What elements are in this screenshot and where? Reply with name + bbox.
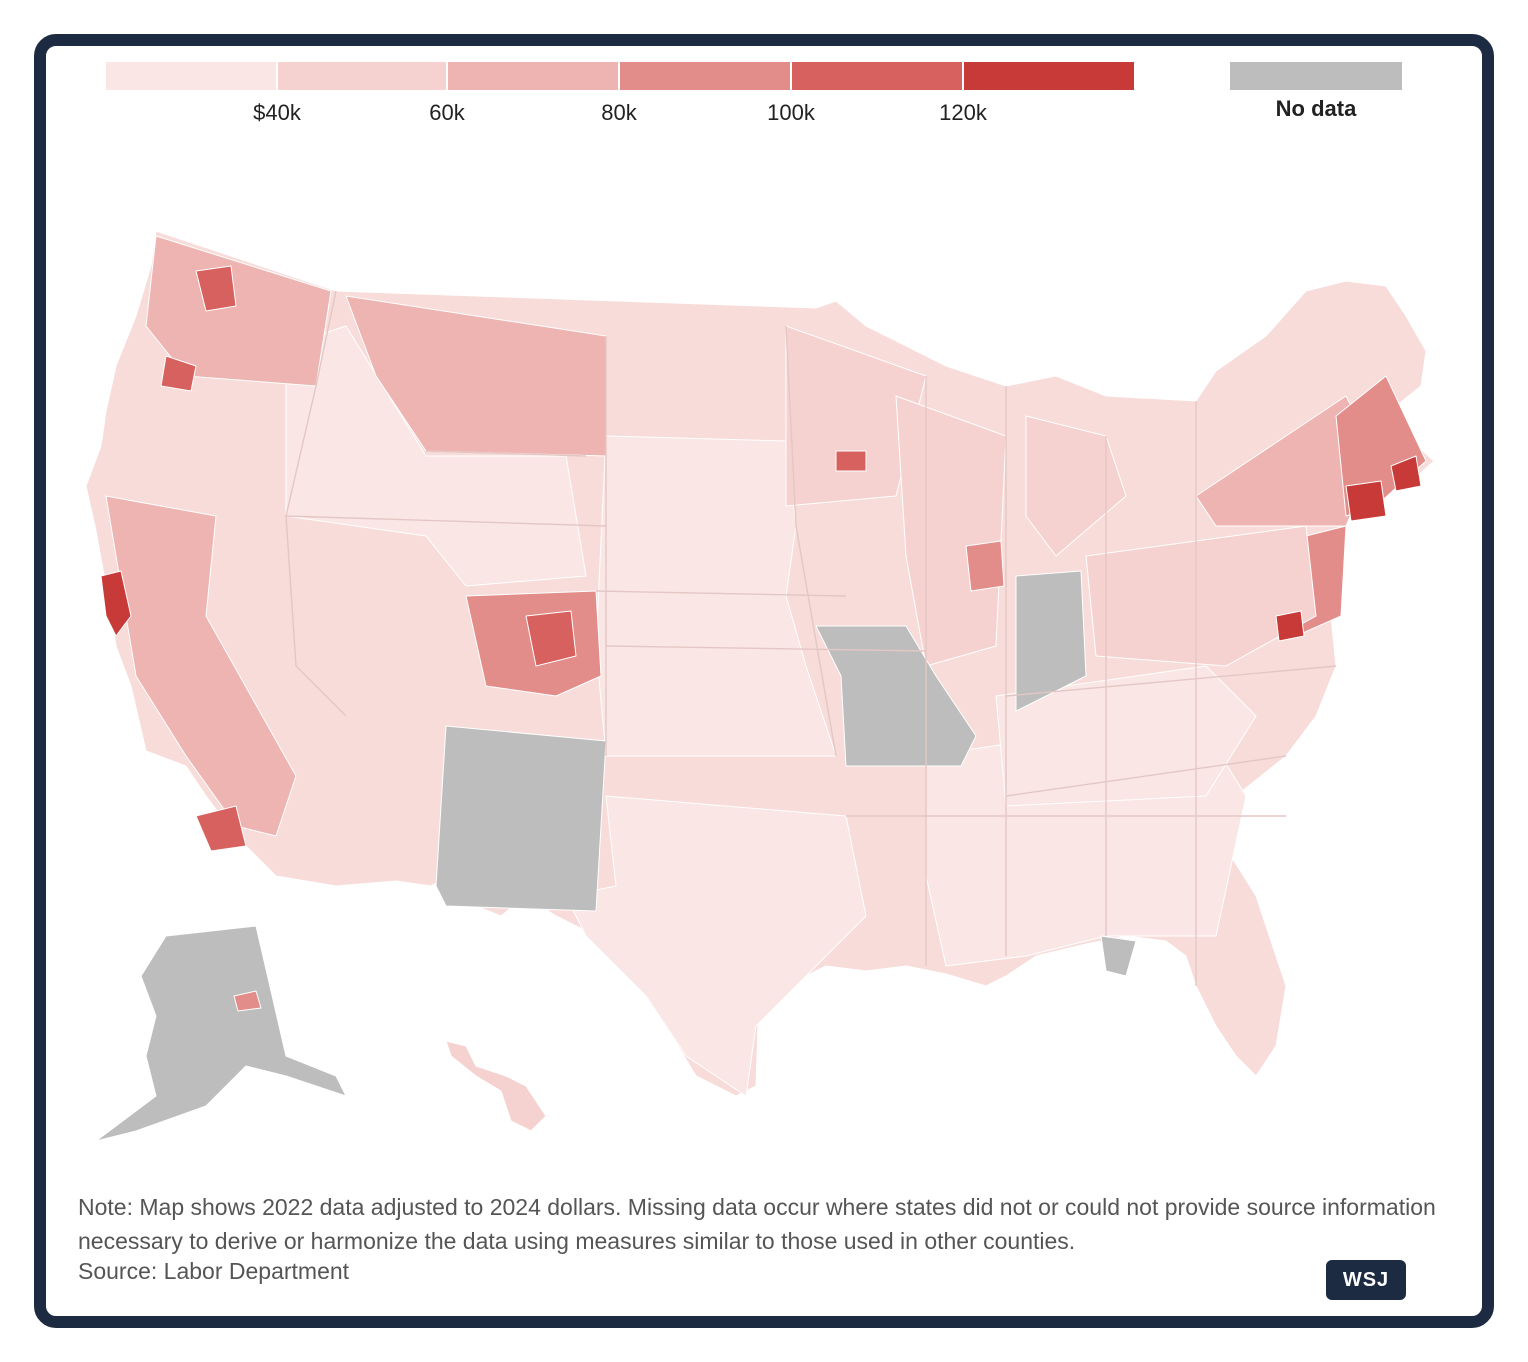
map-alaska xyxy=(95,925,347,1142)
map-hotspot-bay-area xyxy=(100,570,132,637)
chart-frame: $40k 60k 80k 100k 120k No data xyxy=(34,34,1494,1328)
map-hotspot-new-york xyxy=(1345,480,1387,522)
legend-bin-5 xyxy=(792,62,962,90)
map-region-texas xyxy=(565,795,867,1097)
map-hotspot-los-angeles xyxy=(195,805,247,852)
map-hotspot-portland xyxy=(160,355,197,392)
map-hotspot-boston xyxy=(1390,455,1422,492)
color-legend: $40k 60k 80k 100k 120k No data xyxy=(46,46,1482,146)
legend-bin-1 xyxy=(106,62,276,90)
legend-tick-60k: 60k xyxy=(429,100,465,125)
legend-bin-3 xyxy=(448,62,618,90)
map-region-idaho-wyoming xyxy=(285,325,587,587)
legend-bin-6 xyxy=(964,62,1134,90)
legend-tick-40k: $40k xyxy=(253,100,301,125)
map-hotspot-chicago xyxy=(965,540,1005,592)
map-hotspot-denver xyxy=(525,610,577,667)
map-hotspot-seattle xyxy=(195,265,237,312)
map-no-data-new-mexico xyxy=(435,725,607,912)
map-no-data-missouri xyxy=(815,625,977,767)
map-region-wisconsin-illinois xyxy=(895,395,1007,667)
map-region-ohio-penn xyxy=(1085,525,1317,667)
map-region-washington-oregon xyxy=(145,235,332,387)
legend-bin-2 xyxy=(278,62,446,90)
map-region-california xyxy=(105,495,297,837)
map-region-kentucky-tennessee xyxy=(995,665,1257,807)
map-no-data-florida-spots xyxy=(1100,935,1137,977)
map-region-minnesota xyxy=(785,325,927,507)
source-text: Source: Labor Department xyxy=(78,1258,350,1284)
legend-tick-100k: 100k xyxy=(767,100,815,125)
legend-no-data-swatch xyxy=(1230,62,1402,90)
legend-tick-80k: 80k xyxy=(601,100,637,125)
map-hotspot-minneapolis xyxy=(835,450,867,472)
map-no-data-indiana xyxy=(1015,570,1087,712)
map-hawaii xyxy=(445,1040,547,1132)
legend-no-data-label: No data xyxy=(1275,96,1357,121)
us-county-map xyxy=(85,230,1435,1142)
map-hotspot-washington-dc xyxy=(1275,610,1305,642)
legend-bin-4 xyxy=(620,62,790,90)
footnote-text: Note: Map shows 2022 data adjusted to 20… xyxy=(78,1194,1436,1254)
legend-tick-120k: 120k xyxy=(939,100,987,125)
map-region-michigan xyxy=(1025,415,1127,557)
map-alaska-anchorage xyxy=(233,990,262,1012)
wsj-logo: WSJ xyxy=(1326,1260,1406,1300)
